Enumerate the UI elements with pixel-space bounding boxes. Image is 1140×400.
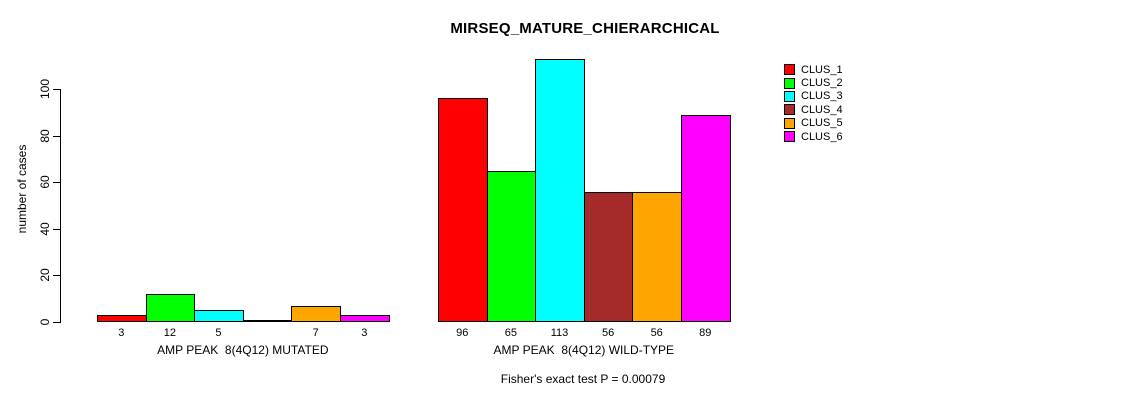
bar-clus_4-zero: [242, 320, 293, 322]
bar-value-label: 12: [163, 327, 177, 339]
legend-swatch-icon: [784, 77, 795, 89]
legend-label: CLUS_2: [801, 77, 843, 90]
bar-value-label: 56: [650, 327, 663, 339]
bar-value-label: 3: [118, 327, 125, 339]
bar-value-label: 89: [699, 327, 712, 339]
bar-value-label: 5: [215, 327, 222, 339]
bar-value-label: 113: [550, 327, 569, 339]
bar-clus_5: [632, 192, 682, 322]
bar-value-label: 7: [312, 327, 319, 339]
bar-clus_3: [535, 59, 585, 322]
legend-item-clus_5: CLUS_5: [784, 117, 843, 130]
legend-item-clus_4: CLUS_4: [784, 103, 843, 116]
y-tick: [53, 89, 60, 90]
bar-value-label: 96: [456, 327, 469, 339]
y-tick-label: 60: [38, 175, 52, 189]
legend-swatch-icon: [784, 90, 795, 102]
y-tick: [53, 322, 60, 323]
legend-swatch-icon: [784, 104, 795, 116]
y-tick: [53, 135, 60, 137]
y-tick-label: 80: [38, 128, 52, 143]
bar-clus_1: [438, 98, 488, 322]
y-tick-label: 40: [38, 222, 52, 236]
y-tick-label: 0: [38, 318, 52, 326]
legend-item-clus_3: CLUS_3: [784, 90, 843, 103]
bar-clus_2: [145, 294, 196, 322]
bar-clus_4: [583, 192, 634, 322]
bar-value-label: 3: [361, 327, 368, 339]
legend-swatch-icon: [784, 117, 795, 129]
legend: CLUS_1 CLUS_2 CLUS_3 CLUS_4 CLUS_5 CLUS_6: [784, 63, 843, 143]
y-tick: [53, 275, 60, 277]
footnote-fisher-test: Fisher's exact test P = 0.00079: [500, 372, 666, 386]
legend-label: CLUS_1: [801, 63, 843, 76]
legend-item-clus_6: CLUS_6: [784, 130, 843, 143]
legend-swatch-icon: [784, 131, 795, 143]
legend-label: CLUS_6: [801, 130, 843, 143]
y-axis-line: [60, 89, 61, 323]
legend-swatch-icon: [784, 64, 795, 76]
y-tick-label: 20: [38, 268, 52, 283]
y-axis-label: number of cases: [15, 144, 29, 234]
bar-value-label: 56: [601, 327, 615, 339]
bar-clus_1: [97, 315, 147, 322]
legend-label: CLUS_3: [801, 90, 843, 103]
group-label-mutated: AMP PEAK 8(4Q12) MUTATED: [157, 343, 329, 357]
bar-clus_6: [681, 115, 731, 322]
bar-clus_3: [194, 310, 244, 322]
bar-value-label: 65: [504, 327, 518, 339]
legend-item-clus_2: CLUS_2: [784, 76, 843, 89]
y-tick: [53, 182, 60, 184]
legend-item-clus_1: CLUS_1: [784, 63, 843, 76]
y-tick: [53, 228, 60, 230]
group-label-wild-type: AMP PEAK 8(4Q12) WILD-TYPE: [493, 343, 675, 357]
y-tick-label: 100: [38, 78, 52, 100]
bar-clus_5: [291, 306, 341, 322]
chart-title: MIRSEQ_MATURE_CHIERARCHICAL: [450, 20, 720, 37]
legend-label: CLUS_5: [801, 117, 843, 130]
bar-clus_6: [340, 315, 390, 322]
legend-label: CLUS_4: [801, 103, 843, 116]
bar-clus_2: [486, 171, 537, 322]
